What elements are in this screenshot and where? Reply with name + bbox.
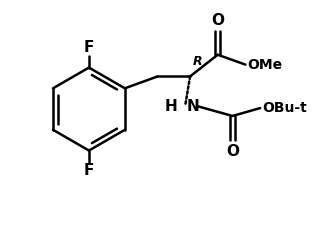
Text: OMe: OMe <box>247 58 283 72</box>
Text: H: H <box>164 99 177 114</box>
Text: OBu-t: OBu-t <box>262 101 307 115</box>
Text: F: F <box>84 163 94 178</box>
Text: R: R <box>193 54 203 68</box>
Text: O: O <box>211 13 224 28</box>
Text: N: N <box>187 99 200 114</box>
Text: F: F <box>84 40 94 55</box>
Text: O: O <box>226 144 239 159</box>
